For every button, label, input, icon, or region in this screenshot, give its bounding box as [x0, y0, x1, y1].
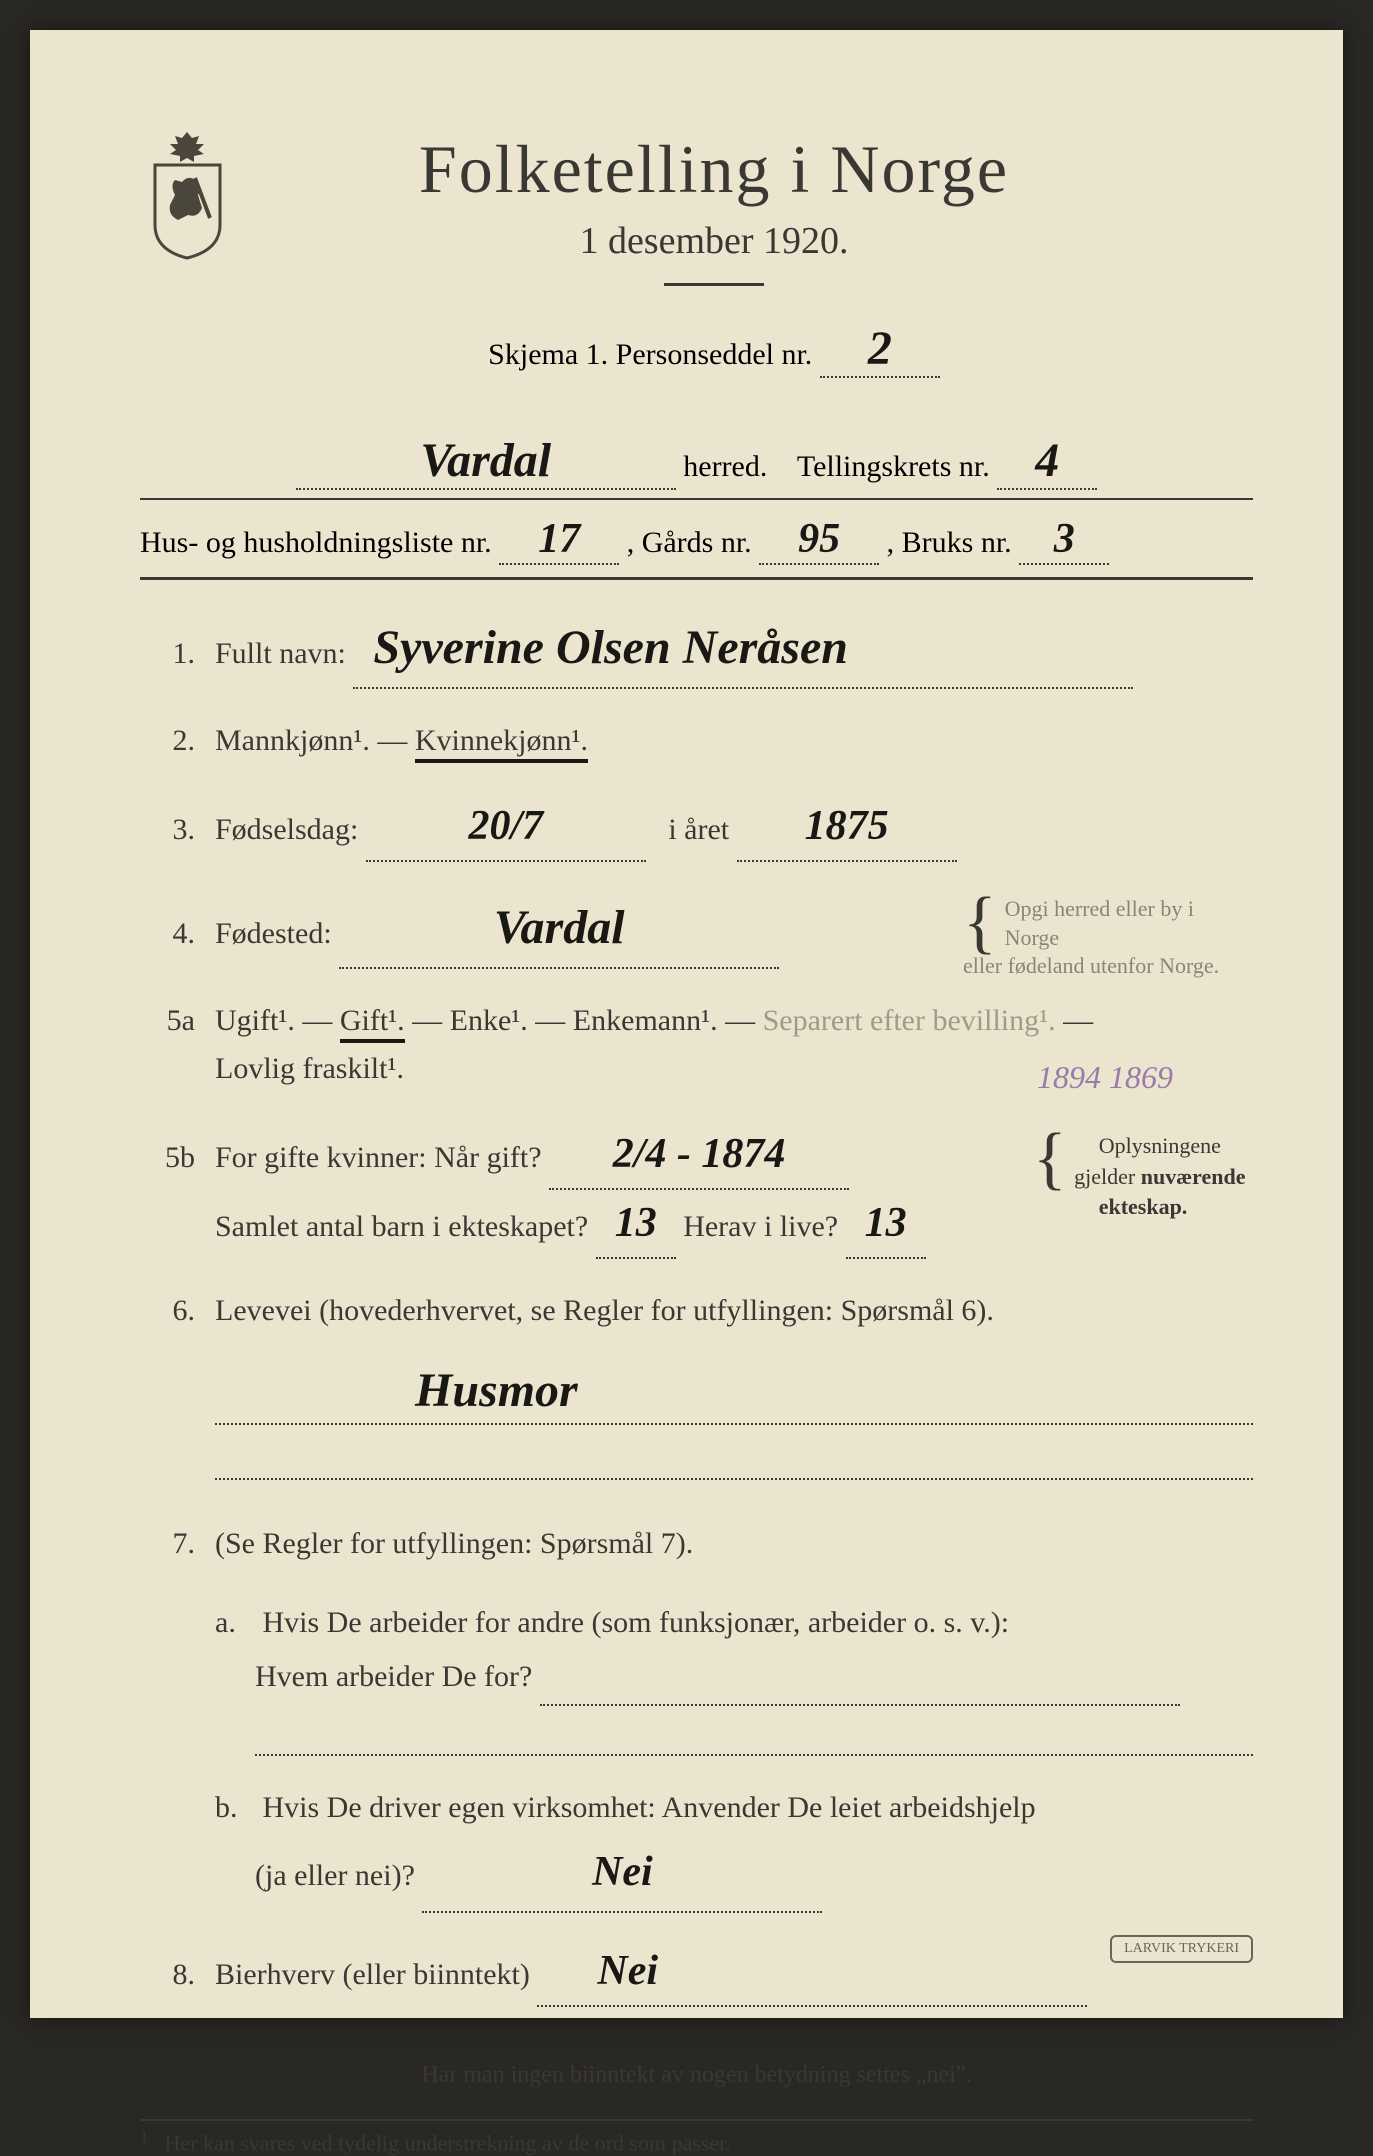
q1-num: 1.	[140, 630, 195, 678]
hus-value: 17	[499, 515, 619, 565]
q7b-row: b. Hvis De driver egen virksomhet: Anven…	[215, 1781, 1253, 1913]
q4-num: 4.	[140, 910, 195, 958]
gards-label: , Gårds nr.	[627, 526, 752, 559]
printer-stamp: LARVIK TRYKERI	[1110, 1935, 1253, 1963]
q5b-side3: ekteskap.	[1099, 1194, 1188, 1219]
q5a-row: 5a Ugift¹. — Gift¹. — Enke¹. — Enkemann¹…	[140, 997, 1253, 1093]
q3-year-label: i året	[668, 813, 729, 846]
skjema-label: Skjema 1. Personseddel nr.	[488, 338, 812, 371]
q8-value: Nei	[537, 1938, 1087, 2007]
tellingskrets-value: 4	[997, 433, 1097, 490]
title-divider	[664, 283, 764, 286]
q5b-sidebold: nuværende	[1141, 1164, 1246, 1189]
q7b-line1: Hvis De driver egen virksomhet: Anvender…	[263, 1791, 1036, 1824]
q7b-line2: (ja eller nei)?	[255, 1859, 415, 1892]
q3-row: 3. Fødselsdag: 20/7 i året 1875	[140, 793, 1253, 862]
footnote-text: Her kan svares ved tydelig understreknin…	[165, 2130, 731, 2155]
q7b-letter: b.	[215, 1781, 255, 1835]
bruks-value: 3	[1019, 515, 1109, 565]
hus-line: Hus- og husholdningsliste nr. 17 , Gårds…	[140, 515, 1253, 580]
gards-value: 95	[759, 515, 879, 565]
q8-num: 8.	[140, 1951, 195, 1999]
skjema-line: Skjema 1. Personseddel nr. 2	[265, 321, 1163, 378]
q5b-live-value: 13	[846, 1190, 926, 1259]
q3-num: 3.	[140, 806, 195, 854]
q2-num: 2.	[140, 717, 195, 765]
q7a-letter: a.	[215, 1596, 255, 1650]
header: Folketelling i Norge 1 desember 1920. Sk…	[140, 130, 1253, 393]
q7a-line2: Hvem arbeider De for?	[255, 1660, 532, 1693]
q8-label: Bierhverv (eller biinntekt)	[215, 1958, 530, 1991]
personseddel-nr: 2	[820, 321, 940, 378]
q8-row: 8. Bierhverv (eller biinntekt) Nei	[140, 1938, 1253, 2007]
q4-value: Vardal	[339, 890, 779, 969]
q5a-enkemann: Enkemann¹.	[573, 1004, 718, 1037]
q4-sidenote-1: Opgi herred eller by i Norge	[963, 895, 1253, 952]
census-form-page: Folketelling i Norge 1 desember 1920. Sk…	[30, 30, 1343, 2018]
q6-blank-line	[215, 1440, 1253, 1480]
q6-num: 6.	[140, 1287, 195, 1335]
tellingskrets-label: Tellingskrets nr.	[797, 450, 990, 483]
hus-label: Hus- og husholdningsliste nr.	[140, 526, 492, 559]
title-block: Folketelling i Norge 1 desember 1920. Sk…	[265, 130, 1253, 393]
q2-kvinne: Kvinnekjønn¹.	[415, 724, 588, 763]
brace-icon: {	[1033, 1131, 1067, 1187]
q4-row: 4. Fødested: Vardal { Opgi herred eller …	[140, 890, 1253, 969]
q5a-num: 5a	[140, 997, 195, 1045]
herred-label: herred.	[683, 450, 767, 483]
footnote: 1 Her kan svares ved tydelig understrekn…	[140, 2119, 1253, 2156]
q4-label: Fødested:	[215, 917, 332, 950]
q7a-blank	[540, 1650, 1180, 1706]
q2-dash: —	[377, 724, 415, 757]
footnote-marker: 1	[140, 2129, 148, 2146]
q6-value: Husmor	[415, 1363, 578, 1418]
herred-value: Vardal	[296, 433, 676, 490]
q6-value-line: Husmor	[215, 1363, 1253, 1425]
main-title: Folketelling i Norge	[265, 130, 1163, 209]
q5a-ugift: Ugift¹.	[215, 1004, 295, 1037]
q3-year: 1875	[737, 793, 957, 862]
q5a-gift: Gift¹.	[340, 1004, 405, 1043]
q5b-label2: Samlet antal barn i ekteskapet?	[215, 1210, 588, 1243]
q2-mann: Mannkjønn¹.	[215, 724, 370, 757]
q7-row: 7. (Se Regler for utfyllingen: Spørsmål …	[140, 1520, 1253, 1568]
q7b-value: Nei	[422, 1835, 822, 1913]
q5b-label3: Herav i live?	[683, 1210, 838, 1243]
q4-sidenote-2: eller fødeland utenfor Norge.	[963, 952, 1253, 981]
q7a-line1: Hvis De arbeider for andre (som funksjon…	[263, 1606, 1010, 1639]
q5b-row: 5b For gifte kvinner: Når gift? 2/4 - 18…	[140, 1121, 1253, 1259]
q6-row: 6. Levevei (hovederhvervet, se Regler fo…	[140, 1287, 1253, 1335]
q7-label: (Se Regler for utfyllingen: Spørsmål 7).	[215, 1527, 693, 1560]
q5b-side2: gjelder	[1074, 1164, 1135, 1189]
q7a-row: a. Hvis De arbeider for andre (som funks…	[215, 1596, 1253, 1756]
q2-row: 2. Mannkjønn¹. — Kvinnekjønn¹.	[140, 717, 1253, 765]
q1-label: Fullt navn:	[215, 637, 346, 670]
q5b-barn-value: 13	[596, 1190, 676, 1259]
q3-label: Fødselsdag:	[215, 813, 358, 846]
q5b-gift-value: 2/4 - 1874	[549, 1121, 849, 1190]
coat-of-arms-icon	[140, 130, 235, 260]
q1-value: Syverine Olsen Neråsen	[353, 610, 1133, 689]
q5b-label1: For gifte kvinner: Når gift?	[215, 1141, 542, 1174]
q6-label: Levevei (hovederhvervet, se Regler for u…	[215, 1294, 994, 1327]
q4-sidenote: { Opgi herred eller by i Norge eller fød…	[963, 895, 1253, 981]
bruks-label: , Bruks nr.	[887, 526, 1012, 559]
q5a-separert: Separert efter bevilling¹.	[763, 1004, 1056, 1037]
sub-title: 1 desember 1920.	[265, 219, 1163, 263]
q7a-blank2	[255, 1716, 1253, 1756]
purple-annotation: 1894 1869	[1037, 1052, 1173, 1103]
brace-icon: {	[963, 895, 997, 951]
footer-note: Har man ingen biinntekt av nogen betydni…	[140, 2047, 1253, 2089]
q5b-num: 5b	[140, 1134, 195, 1182]
q5a-fraskilt: Lovlig fraskilt¹.	[215, 1052, 404, 1085]
q3-day: 20/7	[366, 793, 646, 862]
q1-row: 1. Fullt navn: Syverine Olsen Neråsen	[140, 610, 1253, 689]
q5a-enke: Enke¹.	[450, 1004, 528, 1037]
q7-num: 7.	[140, 1520, 195, 1568]
herred-line: Vardal herred. Tellingskrets nr. 4	[140, 433, 1253, 500]
q5b-sidenote: { Oplysningene gjelder nuværende ekteska…	[1033, 1131, 1253, 1223]
